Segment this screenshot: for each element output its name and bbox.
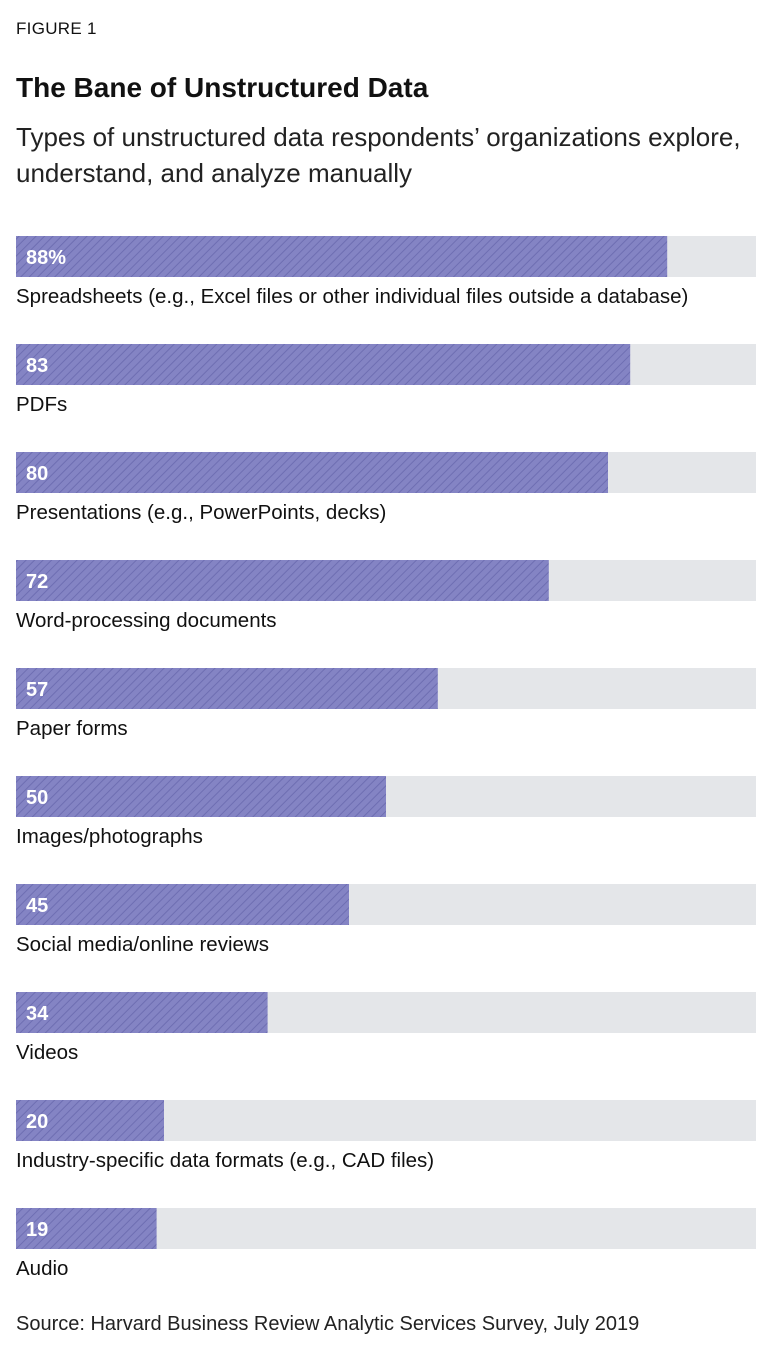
bar	[16, 452, 608, 493]
bar-value-label: 19	[26, 1219, 48, 1241]
chart-title: The Bane of Unstructured Data	[16, 72, 429, 103]
bar-value-label: 34	[26, 1003, 49, 1025]
bar-value-label: 57	[26, 679, 48, 701]
category-label: Presentations (e.g., PowerPoints, decks)	[16, 501, 386, 524]
bar	[16, 344, 631, 385]
category-label: Videos	[16, 1041, 78, 1064]
bar	[16, 236, 668, 277]
bar-value-label: 83	[26, 355, 48, 377]
category-label: Word-processing documents	[16, 609, 277, 632]
chart-subtitle: Types of unstructured data respondents’ …	[16, 122, 741, 188]
category-label: PDFs	[16, 393, 67, 416]
bar-value-label: 72	[26, 571, 48, 593]
source-note: Source: Harvard Business Review Analytic…	[16, 1313, 640, 1335]
category-label: Spreadsheets (e.g., Excel files or other…	[16, 285, 688, 308]
category-label: Paper forms	[16, 717, 128, 740]
bar	[16, 1100, 164, 1141]
bar	[16, 992, 268, 1033]
bar-value-label: 20	[26, 1111, 48, 1133]
bar-value-label: 88%	[26, 247, 66, 269]
bar	[16, 560, 549, 601]
bar-value-label: 50	[26, 787, 48, 809]
category-label: Industry-specific data formats (e.g., CA…	[16, 1149, 434, 1172]
bars-layer: 88% Spreadsheets (e.g., Excel files or ot…	[16, 236, 756, 1280]
category-label: Audio	[16, 1257, 68, 1280]
bar	[16, 884, 349, 925]
bar	[16, 776, 386, 817]
bar-value-label: 45	[26, 895, 48, 917]
bar	[16, 1208, 157, 1249]
category-label: Social media/online reviews	[16, 933, 269, 956]
bar	[16, 668, 438, 709]
category-label: Images/photographs	[16, 825, 203, 848]
bar-value-label: 80	[26, 463, 48, 485]
figure-label: FIGURE 1	[16, 19, 97, 38]
